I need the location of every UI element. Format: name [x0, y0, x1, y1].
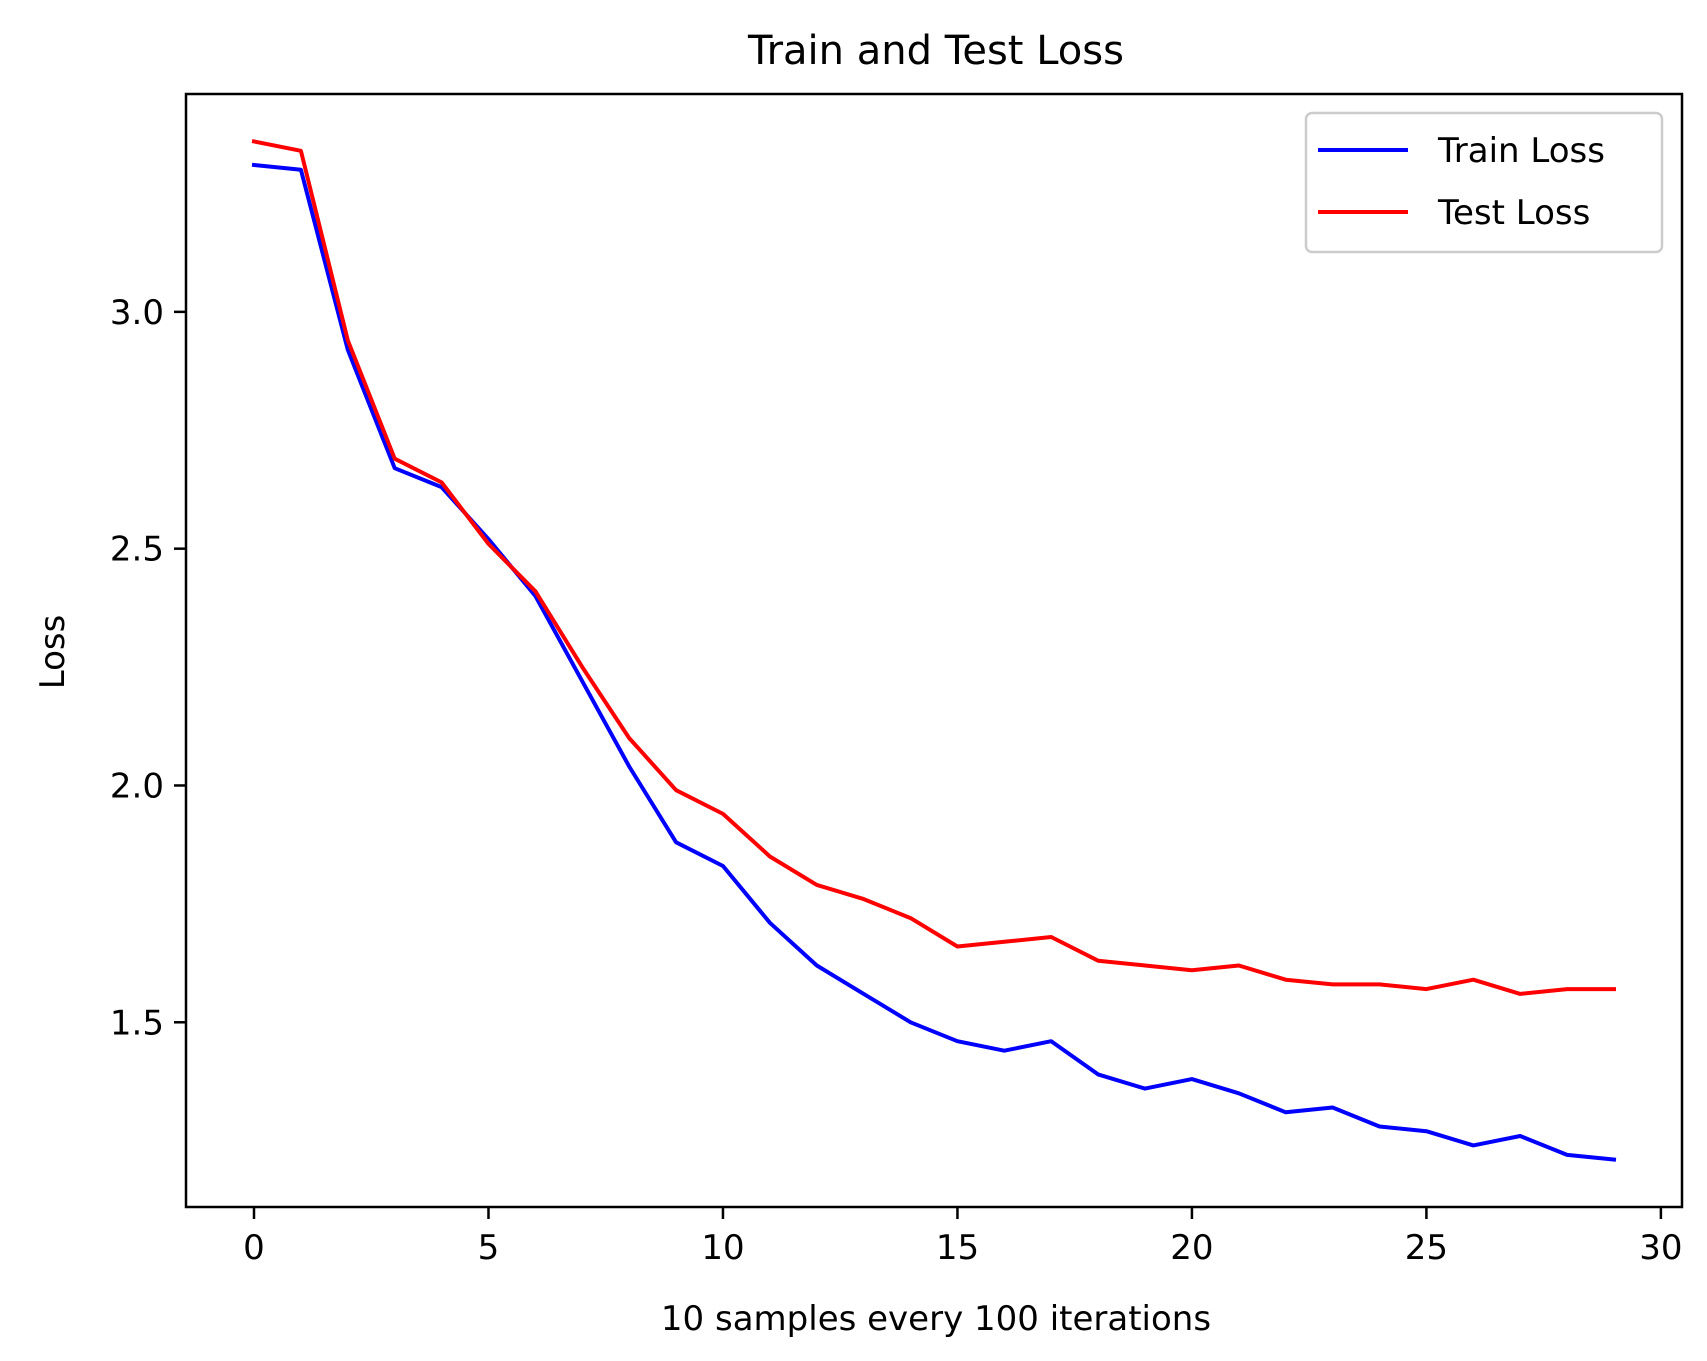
y-tick-label: 2.0 [110, 766, 164, 806]
x-axis-label: 10 samples every 100 iterations [661, 1299, 1211, 1339]
plot-frame [184, 92, 1684, 1209]
y-tick-label: 3.0 [110, 293, 164, 333]
legend-label-test-loss: Test Loss [1437, 193, 1590, 233]
x-tick-label: 25 [1405, 1228, 1448, 1268]
plot-area [184, 92, 1684, 1209]
y-tick-label: 1.5 [110, 1003, 164, 1043]
series-line-test-loss [251, 139, 1616, 996]
y-tick-label: 2.5 [110, 530, 164, 570]
x-tick-label: 0 [243, 1228, 265, 1268]
x-tick-label: 15 [936, 1228, 979, 1268]
x-tick-label: 20 [1170, 1228, 1213, 1268]
x-tick-label: 30 [1639, 1228, 1682, 1268]
x-tick-label: 10 [701, 1228, 744, 1268]
y-axis: 1.5 2.0 2.5 3.0 [110, 293, 186, 1043]
legend-label-train-loss: Train Loss [1437, 131, 1605, 171]
y-axis-label: Loss [33, 615, 73, 690]
legend: Train Loss Test Loss [1304, 111, 1664, 254]
series-group [251, 139, 1617, 1162]
chart-title: Train and Test Loss [747, 28, 1124, 74]
x-axis: 0 5 10 15 20 25 30 [243, 1207, 1683, 1268]
x-tick-label: 5 [478, 1228, 500, 1268]
legend-box [1304, 111, 1664, 254]
